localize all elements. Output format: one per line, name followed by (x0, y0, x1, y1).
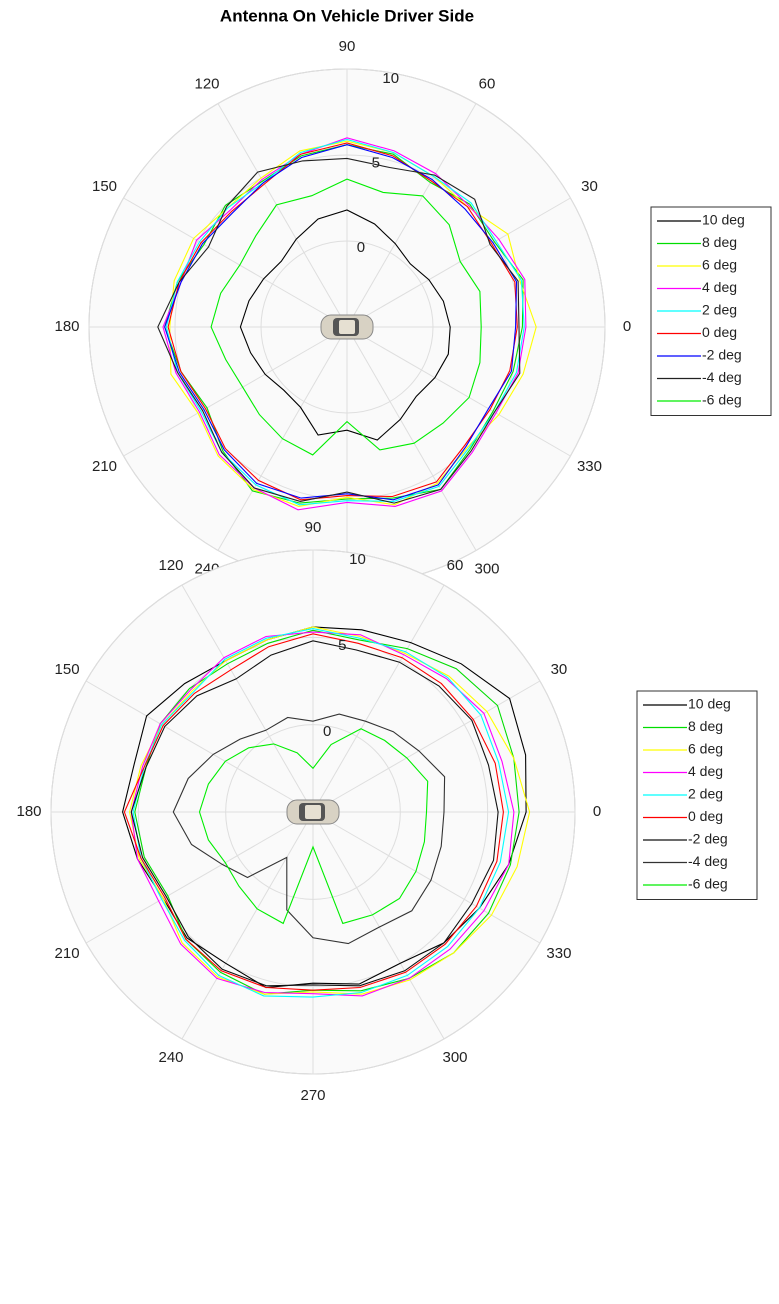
legend-label: 10 deg (688, 696, 731, 712)
polar-chart: Antenna On Vehicle Driver Side 0 30 60 90 120… (54, 6, 771, 614)
theta-tick-label: 300 (474, 560, 499, 577)
theta-tick-label: 30 (551, 661, 568, 678)
legend-label: -2 deg (688, 831, 728, 847)
legend-label: 8 deg (688, 718, 723, 734)
theta-tick-label: 330 (577, 458, 602, 475)
theta-tick-label: 90 (305, 519, 322, 536)
theta-tick-label: 120 (194, 75, 219, 92)
legend-label: 4 deg (688, 763, 723, 779)
legend-label: 0 deg (702, 324, 737, 340)
r-tick-label: 0 (323, 723, 331, 740)
legend: 10 deg 8 deg 6 deg 4 deg 2 deg 0 deg -2 deg -4 … (637, 691, 757, 900)
theta-tick-label: 240 (158, 1049, 183, 1066)
car-cabin (305, 805, 321, 819)
theta-tick-label: 60 (447, 557, 464, 574)
theta-tick-label: 0 (593, 803, 601, 820)
legend-label: 2 deg (702, 302, 737, 318)
legend-label: 10 deg (702, 212, 745, 228)
legend-label: -6 deg (688, 876, 728, 892)
page: Antenna On Vehicle Driver Side 0 30 60 90 120… (0, 0, 779, 1304)
polar-chart: Antenna On Vehicle Passenger Side0306090… (16, 519, 757, 1104)
r-tick-label: 5 (372, 154, 380, 171)
theta-tick-label: 60 (479, 75, 496, 92)
theta-tick-label: 150 (92, 178, 117, 195)
theta-tick-label: 180 (16, 803, 41, 820)
legend-label: -2 deg (702, 347, 742, 363)
chart-title: Antenna On Vehicle Driver Side (220, 6, 474, 25)
r-tick-label: 5 (338, 637, 346, 654)
theta-tick-label: 120 (158, 557, 183, 574)
legend-label: 0 deg (688, 808, 723, 824)
theta-tick-label: 90 (339, 38, 356, 55)
r-tick-label: 0 (357, 239, 365, 256)
r-tick-label: 10 (349, 551, 366, 568)
legend-label: 6 deg (702, 257, 737, 273)
theta-tick-label: 150 (55, 661, 80, 678)
legend-label: 8 deg (702, 234, 737, 250)
theta-tick-label: 210 (92, 458, 117, 475)
legend-label: 2 deg (688, 786, 723, 802)
r-tick-label: 10 (382, 70, 399, 87)
theta-tick-label: 180 (54, 318, 79, 335)
legend-label: 4 deg (702, 279, 737, 295)
theta-tick-label: 30 (581, 178, 598, 195)
theta-tick-label: 210 (55, 945, 80, 962)
legend-label: 6 deg (688, 741, 723, 757)
legend-label: -6 deg (702, 392, 742, 408)
legend: 10 deg 8 deg 6 deg 4 deg 2 deg 0 deg -2 deg -4 … (651, 207, 771, 416)
theta-tick-label: 270 (300, 1087, 325, 1104)
car-cabin (339, 320, 355, 334)
legend-label: -4 deg (702, 369, 742, 385)
theta-tick-label: 300 (442, 1049, 467, 1066)
theta-tick-label: 330 (546, 945, 571, 962)
legend-label: -4 deg (688, 853, 728, 869)
theta-tick-label: 0 (623, 318, 631, 335)
